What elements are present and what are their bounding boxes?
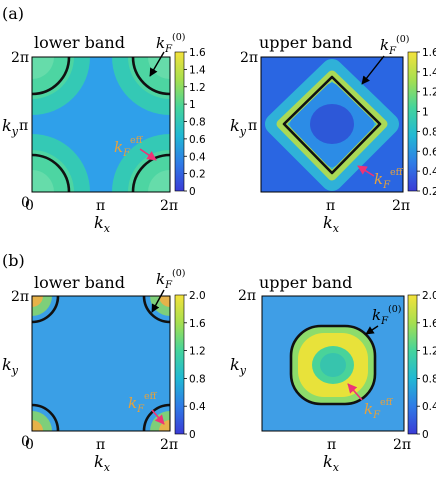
colorbar-tick-label: 0.8 bbox=[189, 373, 206, 385]
colorbar-tick-label: 0.8 bbox=[422, 373, 436, 385]
colorbar-tick-label: 2.0 bbox=[422, 290, 436, 302]
kF0-arrow bbox=[361, 55, 385, 85]
subplot-title: lower band bbox=[34, 273, 125, 292]
panel-label-b: (b) bbox=[2, 251, 25, 270]
y-axis-label: ky bbox=[230, 355, 247, 377]
colorbar-tick-label: 1.2 bbox=[422, 346, 436, 358]
colorbar-tick-label: 0 bbox=[422, 429, 429, 441]
heatmap-b-lower: lower band 2π 0 0 π 2π bbox=[2, 268, 206, 474]
colorbar-tick-label: 1.2 bbox=[422, 87, 436, 99]
colorbar bbox=[407, 294, 418, 435]
colorbar-tick-label: 0.8 bbox=[422, 126, 436, 138]
x-axis-label: kx bbox=[323, 213, 340, 235]
x-tick-2pi: 2π bbox=[160, 437, 178, 453]
x-tick-2pi: 2π bbox=[393, 437, 411, 453]
colorbar-tick-label: 0.6 bbox=[422, 146, 436, 158]
heatmap-background bbox=[32, 296, 170, 431]
colorbar-tick-label: 1.6 bbox=[189, 47, 206, 59]
y-axis-label: ky bbox=[230, 116, 247, 138]
y-tick-2pi: 2π bbox=[11, 289, 29, 305]
colorbar-tick-label: 0.4 bbox=[189, 151, 206, 163]
y-tick-0: 0 bbox=[21, 195, 30, 211]
x-tick-pi: π bbox=[96, 437, 105, 453]
colorbar-tick-label: 0.4 bbox=[189, 401, 206, 413]
colorbar-ticks: 0.2 0.4 0.6 0.8 1 1.2 1.4 1.6 bbox=[417, 47, 436, 198]
x-tick-2pi: 2π bbox=[392, 198, 410, 214]
colorbar bbox=[174, 51, 185, 192]
x-tick-0: 0 bbox=[25, 437, 34, 453]
colorbar-tick-label: 0.4 bbox=[422, 166, 436, 178]
x-axis-label: kx bbox=[94, 452, 111, 474]
panel-label-a: (a) bbox=[2, 4, 24, 23]
y-tick-pi: π bbox=[248, 118, 257, 134]
colorbar-tick-label: 0.2 bbox=[422, 186, 436, 198]
colorbar-tick-label: 1.2 bbox=[189, 346, 206, 358]
fermi-contour bbox=[289, 324, 377, 406]
colorbar-tick-label: 0.8 bbox=[189, 117, 206, 129]
kF0-arrow bbox=[151, 289, 165, 313]
y-axis-label: ky bbox=[2, 116, 19, 138]
subplot-title: upper band bbox=[259, 33, 352, 52]
colorbar-tick-label: 2.0 bbox=[189, 290, 206, 302]
heatmap-a-lower: lower band bbox=[2, 32, 206, 235]
kF0-arrow bbox=[149, 51, 165, 77]
plot-frame bbox=[31, 56, 171, 193]
heatmap-a-upper: upper band 2π π π 2π kx ky kF(0) kFeff 0… bbox=[230, 33, 436, 235]
colorbar-tick-label: 1.2 bbox=[189, 82, 206, 94]
x-axis-label: kx bbox=[323, 452, 340, 474]
y-tick-2pi: 2π bbox=[240, 50, 258, 66]
y-tick-pi: π bbox=[19, 118, 28, 134]
colorbar-tick-label: 1.4 bbox=[422, 67, 436, 79]
kFeff-arrow bbox=[139, 148, 157, 161]
kF0-label: kF(0) bbox=[372, 304, 402, 327]
fermi-contour bbox=[282, 75, 382, 175]
kFeff-label: kFeff bbox=[128, 391, 158, 415]
kFeff-label: kFeff bbox=[114, 135, 144, 159]
kFeff-arrow bbox=[347, 383, 363, 401]
x-tick-2pi: 2π bbox=[160, 198, 178, 214]
colorbar-ticks: 0 0.4 0.8 1.2 1.6 2.0 bbox=[417, 290, 436, 441]
subplot-title: upper band bbox=[259, 273, 352, 292]
kFeff-label: kFeff bbox=[374, 167, 404, 191]
kF0-arrow bbox=[365, 325, 379, 335]
y-tick-2pi: 2π bbox=[238, 288, 256, 304]
x-tick-0: 0 bbox=[25, 198, 34, 214]
colorbar-tick-label: 0.2 bbox=[189, 169, 206, 181]
plot-frame bbox=[31, 295, 171, 432]
heatmap-highlight-center bbox=[320, 353, 346, 377]
y-axis-label: ky bbox=[2, 355, 19, 377]
colorbar-tick-label: 1 bbox=[422, 107, 429, 119]
kFeff-arrow bbox=[357, 165, 375, 177]
colorbar-tick-label: 1.6 bbox=[189, 318, 206, 330]
colorbar-tick-label: 0 bbox=[189, 186, 196, 198]
kFeff-label: kFeff bbox=[364, 397, 394, 421]
kF0-label: kF(0) bbox=[156, 32, 186, 55]
y-tick-0: 0 bbox=[21, 434, 30, 450]
colorbar-tick-label: 0 bbox=[189, 429, 196, 441]
x-tick-pi: π bbox=[96, 198, 105, 214]
colorbar-tick-label: 1.6 bbox=[422, 47, 436, 59]
colorbar-tick-label: 1 bbox=[189, 99, 196, 111]
kFeff-arrow bbox=[151, 409, 165, 425]
x-tick-pi: π bbox=[327, 437, 336, 453]
heatmap-b-upper: upper band 2π π 2π kx ky kF(0) kFeff 0 0.… bbox=[230, 273, 436, 474]
kF0-label: kF(0) bbox=[156, 268, 186, 291]
subplot-title: lower band bbox=[34, 33, 125, 52]
colorbar-tick-label: 1.6 bbox=[422, 318, 436, 330]
colorbar bbox=[174, 294, 185, 435]
kF0-label: kF(0) bbox=[380, 34, 410, 57]
colorbar-tick-label: 0.4 bbox=[422, 401, 436, 413]
colorbar bbox=[407, 51, 418, 192]
colorbar-ticks: 0 0.4 0.8 1.2 1.6 2.0 bbox=[184, 290, 206, 441]
plot-frame bbox=[260, 56, 404, 193]
y-tick-2pi: 2π bbox=[11, 50, 29, 66]
colorbar-tick-label: 1.4 bbox=[189, 64, 206, 76]
colorbar-tick-label: 0.6 bbox=[189, 134, 206, 146]
colorbar-ticks: 0 0.2 0.4 0.6 0.8 1 1.2 1.4 1.6 bbox=[184, 47, 206, 198]
x-axis-label: kx bbox=[94, 213, 111, 235]
plot-frame bbox=[261, 295, 405, 432]
heatmap-highlights bbox=[265, 59, 399, 191]
x-tick-pi: π bbox=[326, 198, 335, 214]
